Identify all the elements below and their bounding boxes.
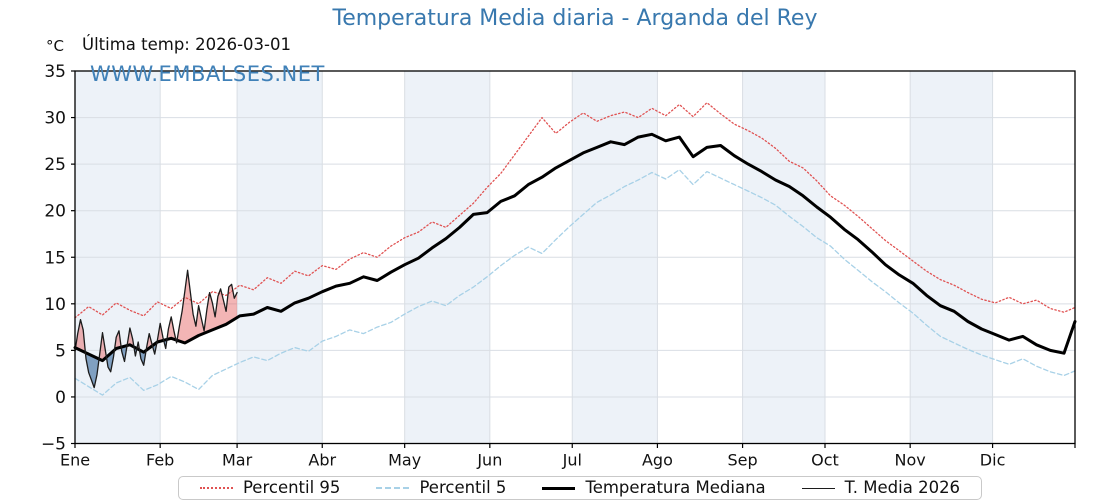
- svg-text:−5: −5: [41, 435, 66, 455]
- svg-text:Oct: Oct: [811, 451, 839, 470]
- svg-text:Ago: Ago: [642, 451, 673, 470]
- t-media-2026-line-sample: [801, 487, 835, 489]
- chart-legend: Percentil 95 Percentil 5 Temperatura Med…: [178, 476, 982, 500]
- svg-text:10: 10: [44, 295, 66, 315]
- axis-ticks: −5 0 5 10 15 20 25 30 35 Ene Feb Mar Abr May Jun Jul Ago…: [41, 62, 1076, 470]
- svg-text:20: 20: [44, 202, 66, 222]
- svg-text:Dic: Dic: [980, 451, 1006, 470]
- last-temp-label: Última temp: 2026-03-01: [82, 35, 292, 54]
- page-title: Temperatura Media diaria - Arganda del R…: [332, 6, 818, 31]
- percentil-5-line: [74, 169, 1076, 396]
- y-axis-unit-label: °C: [46, 37, 64, 55]
- svg-text:Jul: Jul: [562, 451, 582, 470]
- svg-text:Nov: Nov: [895, 451, 926, 470]
- legend-label: Temperatura Mediana: [585, 477, 766, 497]
- legend-item-mediana: Temperatura Mediana: [542, 477, 766, 497]
- t-media-2026-line: [74, 269, 238, 389]
- svg-text:35: 35: [44, 62, 66, 82]
- mediana-line-sample: [542, 486, 576, 490]
- legend-item-percentil-95: Percentil 95: [199, 477, 341, 497]
- svg-text:25: 25: [44, 155, 66, 175]
- percentil-95-line: [74, 102, 1076, 319]
- svg-text:15: 15: [44, 248, 66, 268]
- svg-text:Sep: Sep: [728, 451, 758, 470]
- percentil-95-line-sample: [199, 487, 233, 489]
- svg-text:5: 5: [55, 341, 66, 361]
- legend-label: T. Media 2026: [844, 477, 961, 497]
- legend-item-percentil-5: Percentil 5: [376, 477, 507, 497]
- svg-text:Ene: Ene: [60, 451, 90, 470]
- percentil-5-line-sample: [376, 487, 410, 489]
- watermark-text: WWW.EMBALSES.NET: [90, 62, 325, 86]
- svg-text:Mar: Mar: [222, 451, 253, 470]
- svg-text:0: 0: [55, 388, 66, 408]
- svg-text:Feb: Feb: [146, 451, 174, 470]
- svg-text:30: 30: [44, 109, 66, 129]
- svg-text:May: May: [388, 451, 421, 470]
- mediana-line: [73, 132, 1077, 363]
- svg-text:Jun: Jun: [476, 451, 502, 470]
- legend-label: Percentil 5: [419, 477, 507, 497]
- svg-text:Abr: Abr: [308, 451, 336, 470]
- legend-label: Percentil 95: [242, 477, 341, 497]
- legend-item-t-media-2026: T. Media 2026: [801, 477, 961, 497]
